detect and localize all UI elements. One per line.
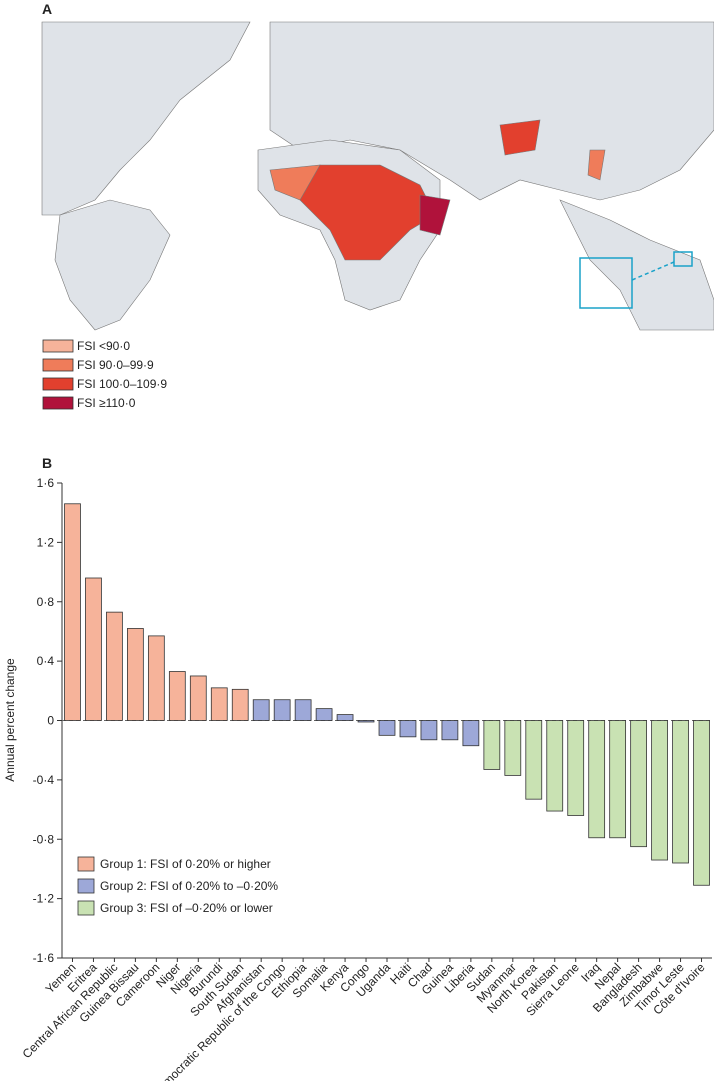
bar [399,720,417,738]
y-tick-label: -0·4 [33,773,55,787]
legend-swatch [42,377,74,391]
bar [525,720,543,800]
bar [127,628,144,721]
bar [630,720,647,848]
bar [462,720,480,747]
y-axis-label: Annual percent change [3,658,17,782]
legend-swatch [42,396,74,410]
bar [315,708,333,721]
legend-label: FSI <90·0 [77,339,130,353]
legend-swatch [42,358,74,372]
legend-label: FSI ≥110·0 [77,396,136,410]
bar [504,720,522,776]
y-tick-label: 0·8 [37,595,55,609]
legend-swatch [77,900,95,916]
bar [483,720,501,770]
bar [231,688,249,721]
bar [420,720,438,741]
legend-swatch [77,856,95,872]
bar [651,720,668,861]
legend-label: Group 3: FSI of –0·20% or lower [100,901,273,915]
bar [189,675,207,721]
y-tick-label: 1·2 [37,535,55,549]
y-tick-label: 0 [47,714,54,728]
bar [168,671,186,721]
legend-label: FSI 90·0–99·9 [77,358,154,372]
legend-label: FSI 100·0–109·9 [77,377,167,391]
bar [441,720,459,741]
bar [147,635,165,721]
bar [252,699,270,721]
bar [378,720,396,736]
bar [294,699,312,721]
map [41,21,714,331]
y-tick-label: 1·6 [37,476,55,490]
bar [672,720,689,864]
y-tick-label: 0·4 [37,654,55,668]
bar [106,611,123,721]
bar [567,720,585,816]
legend-swatch [42,339,74,353]
bar [85,577,102,721]
y-tick-label: -1·6 [33,951,55,965]
bar [693,720,710,886]
bar [588,720,606,839]
bar [546,720,564,812]
y-tick-label: -1·2 [33,892,55,906]
bar [64,503,81,721]
y-tick-label: -0·8 [33,832,55,846]
legend-label: Group 2: FSI of 0·20% to –0·20% [100,879,278,893]
bar [273,699,291,721]
bar [336,714,354,721]
bar [357,720,375,723]
bar [609,720,627,839]
panel-label: B [42,455,52,471]
legend-label: Group 1: FSI of 0·20% or higher [100,857,271,871]
bar [210,687,228,721]
panel-label: A [42,1,52,17]
legend-swatch [77,878,95,894]
